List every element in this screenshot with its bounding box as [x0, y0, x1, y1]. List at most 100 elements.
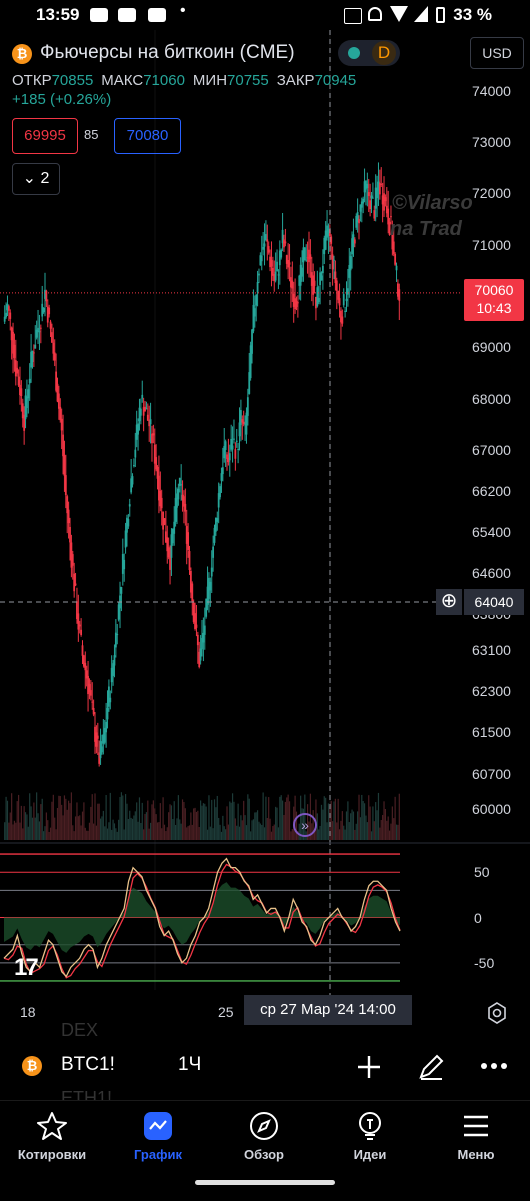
- add-plus-icon[interactable]: [356, 1054, 382, 1080]
- candle-body: [285, 255, 288, 264]
- volume-bar: [63, 795, 66, 840]
- nav-label: Котировки: [17, 1147, 87, 1162]
- volume-bar: [186, 827, 188, 840]
- candle-body: [290, 277, 292, 288]
- battery-percent: 33 %: [453, 5, 492, 24]
- volume-bar: [22, 828, 24, 840]
- volume-bar: [34, 817, 36, 840]
- candle-body: [51, 332, 53, 343]
- volume-bar: [123, 829, 125, 840]
- candle-body: [59, 406, 62, 421]
- volume-bar: [90, 806, 92, 840]
- candle-body: [48, 307, 51, 315]
- volume-bar: [202, 803, 204, 840]
- indicators-toggle-button[interactable]: ⌄ 2: [12, 163, 60, 195]
- add-alert-plus-icon[interactable]: ⊕: [436, 589, 462, 615]
- volume-bar: [74, 816, 77, 840]
- volume-bar: [240, 815, 242, 840]
- volume-bar: [62, 815, 64, 840]
- volume-bar: [20, 805, 22, 840]
- candle-body: [131, 476, 134, 485]
- volume-bar: [259, 823, 261, 840]
- candle-body: [380, 183, 383, 185]
- price-tick: 60000: [472, 801, 511, 818]
- volume-bar: [124, 794, 127, 840]
- volume-bar: [215, 807, 217, 840]
- candle-body: [123, 559, 126, 570]
- volume-bar: [95, 825, 97, 840]
- ghost-symbol-bottom: ETH1!: [61, 1088, 113, 1100]
- volume-bar: [218, 817, 220, 840]
- candle-body: [17, 376, 20, 386]
- volume-bar: [112, 819, 114, 840]
- candle-body: [60, 418, 63, 431]
- candle-body: [365, 180, 367, 190]
- candle-body: [201, 637, 203, 650]
- chart-settings-gear-icon[interactable]: [486, 1002, 508, 1024]
- nav-item-chart[interactable]: График: [118, 1111, 198, 1162]
- symbol-title[interactable]: Фьючерсы на биткоин (CME): [40, 42, 295, 63]
- volume-bar: [6, 800, 9, 840]
- candle-body: [288, 262, 291, 265]
- symbol-button[interactable]: BTC1!: [61, 1054, 115, 1075]
- volume-bar: [77, 816, 79, 840]
- nav-item-quotes[interactable]: Котировки: [12, 1111, 92, 1162]
- volume-bar: [334, 798, 336, 840]
- volume-bar: [336, 822, 338, 840]
- candle-body: [326, 225, 328, 238]
- volume-bar: [376, 810, 378, 840]
- sell-button[interactable]: 69995: [12, 118, 78, 154]
- bitcoin-logo-icon: ₿: [12, 44, 32, 64]
- price-tick: 63100: [472, 642, 511, 659]
- timeframe-button[interactable]: 1Ч: [178, 1054, 202, 1075]
- buy-button[interactable]: 70080: [114, 118, 181, 154]
- candle-body: [248, 372, 251, 394]
- candle-body: [30, 351, 32, 368]
- candle-body: [87, 675, 89, 695]
- more-options-icon[interactable]: [480, 1062, 508, 1070]
- market-status-pill[interactable]: D: [338, 40, 400, 66]
- candle-body: [145, 408, 148, 410]
- volume-bar: [226, 806, 228, 840]
- candle-body: [226, 454, 228, 459]
- volume-bar: [212, 828, 214, 840]
- candle-body: [346, 288, 349, 295]
- candle-body: [241, 419, 244, 423]
- candle-body: [12, 331, 14, 354]
- candle-body: [383, 193, 385, 211]
- candle-body: [366, 183, 369, 189]
- candle-body: [188, 551, 191, 570]
- price-tick: 74000: [472, 82, 511, 99]
- price-chart[interactable]: [0, 0, 530, 1040]
- candle-body: [221, 467, 224, 475]
- volume-bar: [115, 828, 117, 840]
- candle-body: [88, 684, 91, 693]
- volume-bar: [337, 798, 339, 840]
- volume-bar: [99, 818, 102, 840]
- candle-body: [63, 455, 66, 476]
- volume-bar: [97, 803, 99, 840]
- nav-item-overview[interactable]: Обзор: [224, 1111, 304, 1162]
- currency-selector[interactable]: USD: [470, 37, 524, 69]
- candle-body: [42, 307, 45, 313]
- volume-bar: [129, 810, 131, 840]
- candle-body: [80, 629, 83, 636]
- candle-body: [116, 634, 119, 636]
- candle-body: [178, 477, 181, 486]
- candle-body: [296, 302, 299, 304]
- volume-bar: [130, 817, 132, 840]
- candle-body: [14, 360, 17, 377]
- candle-body: [397, 283, 399, 297]
- drawing-pen-icon[interactable]: [416, 1052, 446, 1082]
- spread-value: 85: [84, 127, 99, 142]
- candle-body: [281, 229, 284, 244]
- price-tick: 65400: [472, 524, 511, 541]
- candle-body: [355, 215, 358, 228]
- volume-bar: [169, 804, 171, 840]
- home-indicator[interactable]: [195, 1180, 335, 1185]
- nav-item-ideas[interactable]: Идеи: [330, 1111, 410, 1162]
- go-to-realtime-icon[interactable]: »: [293, 813, 317, 837]
- volume-bar: [87, 830, 89, 840]
- nav-item-menu[interactable]: Меню: [436, 1111, 516, 1162]
- candle-body: [64, 475, 67, 496]
